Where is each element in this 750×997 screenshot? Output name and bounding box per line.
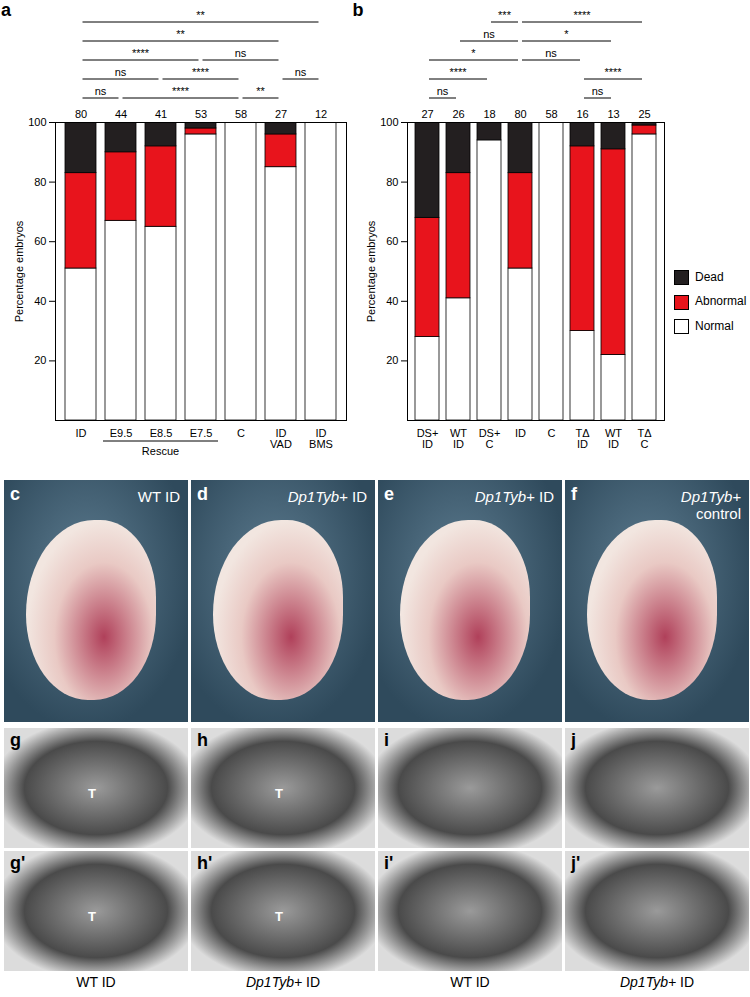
html-text:h: h: [197, 730, 208, 750]
html-text:h': h': [197, 853, 213, 873]
svg-text:E8.5: E8.5: [150, 427, 173, 439]
svg-text:26: 26: [452, 108, 464, 120]
svg-text:ns: ns: [95, 85, 107, 97]
html-text:i': i': [384, 853, 394, 873]
svg-text:25: 25: [638, 108, 650, 120]
svg-text:58: 58: [235, 108, 247, 120]
svg-text:IDBMS: IDBMS: [309, 427, 333, 450]
html-text:j': j': [571, 853, 581, 873]
svg-text:100: 100: [380, 116, 398, 128]
html-text:WT ID: WT ID: [450, 974, 490, 990]
svg-text:40: 40: [386, 295, 398, 307]
svg-text:DS+C: DS+C: [479, 427, 501, 450]
svg-text:ns: ns: [483, 28, 495, 40]
svg-text:****: ****: [573, 9, 591, 21]
html-text:Dp1Tyb+ ID: Dp1Tyb+ ID: [620, 974, 694, 990]
svg-text:E9.5: E9.5: [110, 427, 133, 439]
svg-text:20: 20: [34, 354, 46, 366]
svg-text:****: ****: [132, 47, 150, 59]
svg-text:80: 80: [34, 176, 46, 188]
html-text:Dp1Tyb+ ID: Dp1Tyb+ ID: [474, 488, 554, 505]
svg-text:60: 60: [34, 235, 46, 247]
svg-text:ID: ID: [76, 427, 87, 439]
svg-text:IDVAD: IDVAD: [270, 427, 292, 450]
html-text:e: e: [384, 484, 394, 504]
svg-text:41: 41: [155, 108, 167, 120]
svg-text:WTID: WTID: [450, 427, 467, 450]
svg-text:**: **: [176, 28, 185, 40]
svg-text:12: 12: [315, 108, 327, 120]
svg-text:***: ***: [498, 9, 512, 21]
svg-text:27: 27: [275, 108, 287, 120]
svg-text:80: 80: [75, 108, 87, 120]
html-text:T: T: [88, 909, 96, 924]
html-text:Dp1Tyb+ ID: Dp1Tyb+ ID: [246, 974, 320, 990]
svg-text:b: b: [353, 0, 364, 20]
svg-text:E7.5: E7.5: [190, 427, 213, 439]
svg-text:TΔID: TΔID: [575, 427, 590, 450]
html-text:c: c: [10, 484, 20, 504]
html-text:g': g': [10, 853, 26, 873]
svg-text:****: ****: [172, 85, 190, 97]
svg-text:80: 80: [386, 176, 398, 188]
html-text:control: control: [696, 505, 741, 522]
svg-text:13: 13: [607, 108, 619, 120]
svg-text:****: ****: [192, 66, 210, 78]
html-text:T: T: [275, 786, 283, 801]
html-text:d: d: [197, 484, 208, 504]
svg-text:18: 18: [483, 108, 495, 120]
svg-text:ns: ns: [592, 85, 604, 97]
html-text:Abnormal: Abnormal: [695, 294, 747, 309]
svg-text:16: 16: [576, 108, 588, 120]
html-text:T: T: [88, 786, 96, 801]
svg-text:*: *: [564, 28, 569, 40]
html-text:T: T: [275, 909, 283, 924]
html-text:Dp1Tyb+ ID: Dp1Tyb+ ID: [287, 488, 367, 505]
html-text:Normal: Normal: [695, 318, 734, 333]
svg-text:WTID: WTID: [605, 427, 622, 450]
html-text:g: g: [10, 730, 21, 750]
html-text:Dp1Tyb+: Dp1Tyb+: [680, 488, 741, 505]
svg-text:****: ****: [604, 66, 622, 78]
svg-text:Rescue: Rescue: [142, 445, 179, 457]
html-text:WT ID: WT ID: [137, 488, 180, 505]
svg-text:C: C: [237, 427, 245, 439]
html-text:j: j: [571, 730, 576, 750]
svg-text:40: 40: [34, 295, 46, 307]
svg-text:DS+ID: DS+ID: [417, 427, 439, 450]
svg-text:****: ****: [449, 66, 467, 78]
svg-text:58: 58: [545, 108, 557, 120]
svg-text:a: a: [1, 0, 12, 20]
html-text:i: i: [384, 730, 389, 750]
html-text:WT ID: WT ID: [76, 974, 116, 990]
svg-text:Percentage embryos: Percentage embryos: [365, 220, 377, 322]
svg-text:80: 80: [514, 108, 526, 120]
svg-text:ns: ns: [545, 47, 557, 59]
svg-text:100: 100: [28, 116, 46, 128]
svg-text:ns: ns: [115, 66, 127, 78]
svg-text:27: 27: [421, 108, 433, 120]
svg-text:**: **: [196, 9, 205, 21]
svg-text:TΔC: TΔC: [637, 427, 652, 450]
svg-text:ID: ID: [515, 427, 526, 439]
svg-text:53: 53: [195, 108, 207, 120]
svg-text:C: C: [548, 427, 556, 439]
svg-text:ns: ns: [235, 47, 247, 59]
svg-text:*: *: [471, 47, 476, 59]
svg-text:**: **: [256, 85, 265, 97]
svg-text:ns: ns: [437, 85, 449, 97]
svg-text:44: 44: [115, 108, 127, 120]
svg-text:ns: ns: [295, 66, 307, 78]
svg-text:60: 60: [386, 235, 398, 247]
html-text:f: f: [571, 484, 577, 504]
svg-text:Percentage embryos: Percentage embryos: [13, 220, 25, 322]
html-text:Dead: Dead: [695, 270, 724, 284]
svg-text:20: 20: [386, 354, 398, 366]
